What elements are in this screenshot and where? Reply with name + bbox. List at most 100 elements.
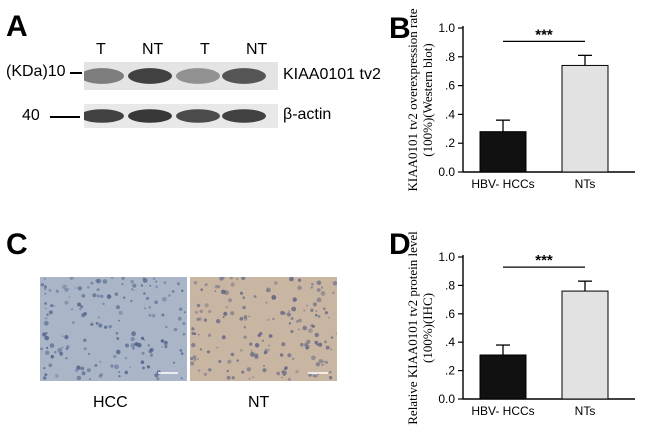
ihc-nt-nucleus [193, 358, 197, 361]
ihc-hcc-nucleus [90, 281, 94, 285]
ihc-hcc-nucleus [83, 338, 87, 342]
ihc-nt-nucleus [239, 291, 244, 295]
ihc-nt-nucleus [242, 305, 246, 310]
ihc-nt-nucleus [316, 288, 321, 292]
ihc-nt-nucleus [315, 310, 318, 312]
ihc-nt-nucleus [262, 368, 267, 373]
ihc-hcc-nucleus [43, 376, 47, 380]
ihc-hcc-nucleus [116, 337, 120, 340]
ihc-nt-nucleus [329, 371, 332, 374]
ihc-hcc-nucleus [40, 347, 43, 351]
ihc-nt-nucleus [224, 290, 229, 296]
ihc-hcc-nucleus [95, 278, 100, 283]
ihc-hcc-nucleus [142, 278, 148, 283]
ihc-nt-nucleus [261, 339, 265, 342]
ihc-hcc-nucleus [98, 374, 102, 378]
ihc-hcc-nucleus [55, 374, 59, 378]
ihc-hcc-nucleus [141, 351, 145, 355]
ihc-nt-nucleus [190, 361, 195, 366]
ihc-hcc-nucleus [61, 346, 64, 349]
chart-d-ytick-label: .6 [445, 307, 455, 321]
panel-label-a: A [6, 10, 28, 43]
ihc-hcc-nucleus [152, 314, 156, 318]
ihc-nt-nucleus [241, 277, 246, 280]
ihc-nt-nucleus [290, 329, 294, 334]
band-label-actin: β-actin [283, 106, 332, 123]
ihc-nt-nucleus [196, 303, 201, 308]
ihc-nt-nucleus [204, 303, 209, 308]
ihc-nt-nucleus [314, 374, 318, 378]
lane-label-3: T [200, 41, 210, 58]
blot-strip-actin [80, 104, 278, 128]
marker-10-tick [70, 72, 82, 74]
ihc-nt-nucleus [332, 291, 335, 295]
ihc-nt-nucleus [311, 282, 314, 286]
ihc-nt-nucleus [291, 306, 297, 312]
ihc-nt-nucleus [214, 290, 217, 293]
kda-marker-40: 40 [22, 107, 40, 124]
ihc-nt-nucleus [312, 374, 316, 378]
ihc-hcc-nucleus [64, 335, 69, 340]
ihc-hcc-texture [40, 277, 187, 381]
ihc-nt-nucleus [246, 367, 251, 372]
actin-band-2 [128, 109, 172, 123]
ihc-nt-nucleus [283, 367, 287, 371]
ihc-nt-nucleus [230, 311, 235, 316]
bar-chart-b: KIAA0101 tv2 overexpression rate (100%)(W… [405, 8, 635, 192]
ihc-hcc-nucleus [132, 283, 137, 288]
ihc-hcc-nucleus [183, 311, 186, 314]
ihc-nt-nucleus [216, 319, 221, 324]
chart-b-ytick-label: 0.0 [438, 165, 455, 179]
ihc-nt-nucleus [330, 348, 333, 351]
ihc-nt-nucleus [312, 302, 317, 307]
ihc-hcc-nucleus [149, 284, 152, 287]
chart-d-ytick-label: .2 [445, 364, 455, 378]
ihc-hcc-nucleus [61, 335, 64, 338]
chart-d-significance-label: *** [535, 252, 553, 269]
ihc-hcc-nucleus [102, 279, 108, 284]
ihc-hcc-nucleus [42, 332, 47, 337]
ihc-hcc-background [40, 277, 187, 381]
ihc-hcc-nucleus [102, 302, 105, 305]
ihc-hcc-nucleus [65, 357, 68, 360]
ihc-hcc-nucleus [163, 341, 168, 346]
marker-40-tick [50, 116, 80, 118]
ihc-hcc-nucleus [171, 290, 175, 293]
ihc-nt-nucleus [204, 283, 208, 287]
ihc-nt-nucleus [227, 298, 233, 303]
ihc-hcc-nucleus [95, 322, 99, 325]
ihc-hcc-nucleus [163, 281, 167, 285]
ihc-hcc-nucleus [140, 284, 144, 287]
ihc-nt-nucleus [316, 280, 322, 286]
ihc-hcc-nucleus [80, 305, 84, 309]
ihc-hcc-nucleus [180, 377, 183, 380]
kiaa0101-band-2 [128, 68, 172, 84]
ihc-hcc-nucleus [45, 350, 50, 355]
ihc-nt-nucleus [306, 304, 309, 307]
ihc-nt-nucleus [335, 332, 337, 335]
ihc-hcc-nucleus [154, 373, 159, 378]
ihc-hcc-nucleus [182, 322, 186, 325]
ihc-hcc-nucleus [115, 331, 119, 335]
ihc-hcc-nucleus [121, 277, 125, 280]
ihc-hcc-nucleus [90, 323, 93, 326]
ihc-hcc-nucleus [181, 289, 184, 292]
ihc-nt-nucleus [198, 317, 202, 321]
ihc-hcc-nucleus [130, 300, 133, 302]
ihc-hcc-nucleus [57, 347, 63, 353]
ihc-nt-nucleus [297, 328, 300, 331]
ihc-nt-nucleus [308, 373, 312, 377]
ihc-nt-nucleus [214, 284, 219, 289]
ihc-nt-nucleus [290, 317, 294, 320]
chart-d-ytick-label: 1.0 [438, 250, 455, 264]
ihc-nt-nucleus [197, 333, 200, 336]
ihc-nt-nucleus [203, 318, 207, 322]
ihc-nt-nucleus [191, 327, 195, 331]
ihc-hcc-nucleus [99, 373, 104, 377]
ihc-nt-nucleus [190, 357, 194, 361]
ihc-nt-nucleus [328, 316, 330, 319]
ihc-hcc-nucleus [99, 360, 102, 363]
ihc-nt-nucleus [281, 370, 285, 373]
ihc-image-hcc [40, 277, 187, 381]
ihc-hcc-nucleus [88, 353, 90, 355]
